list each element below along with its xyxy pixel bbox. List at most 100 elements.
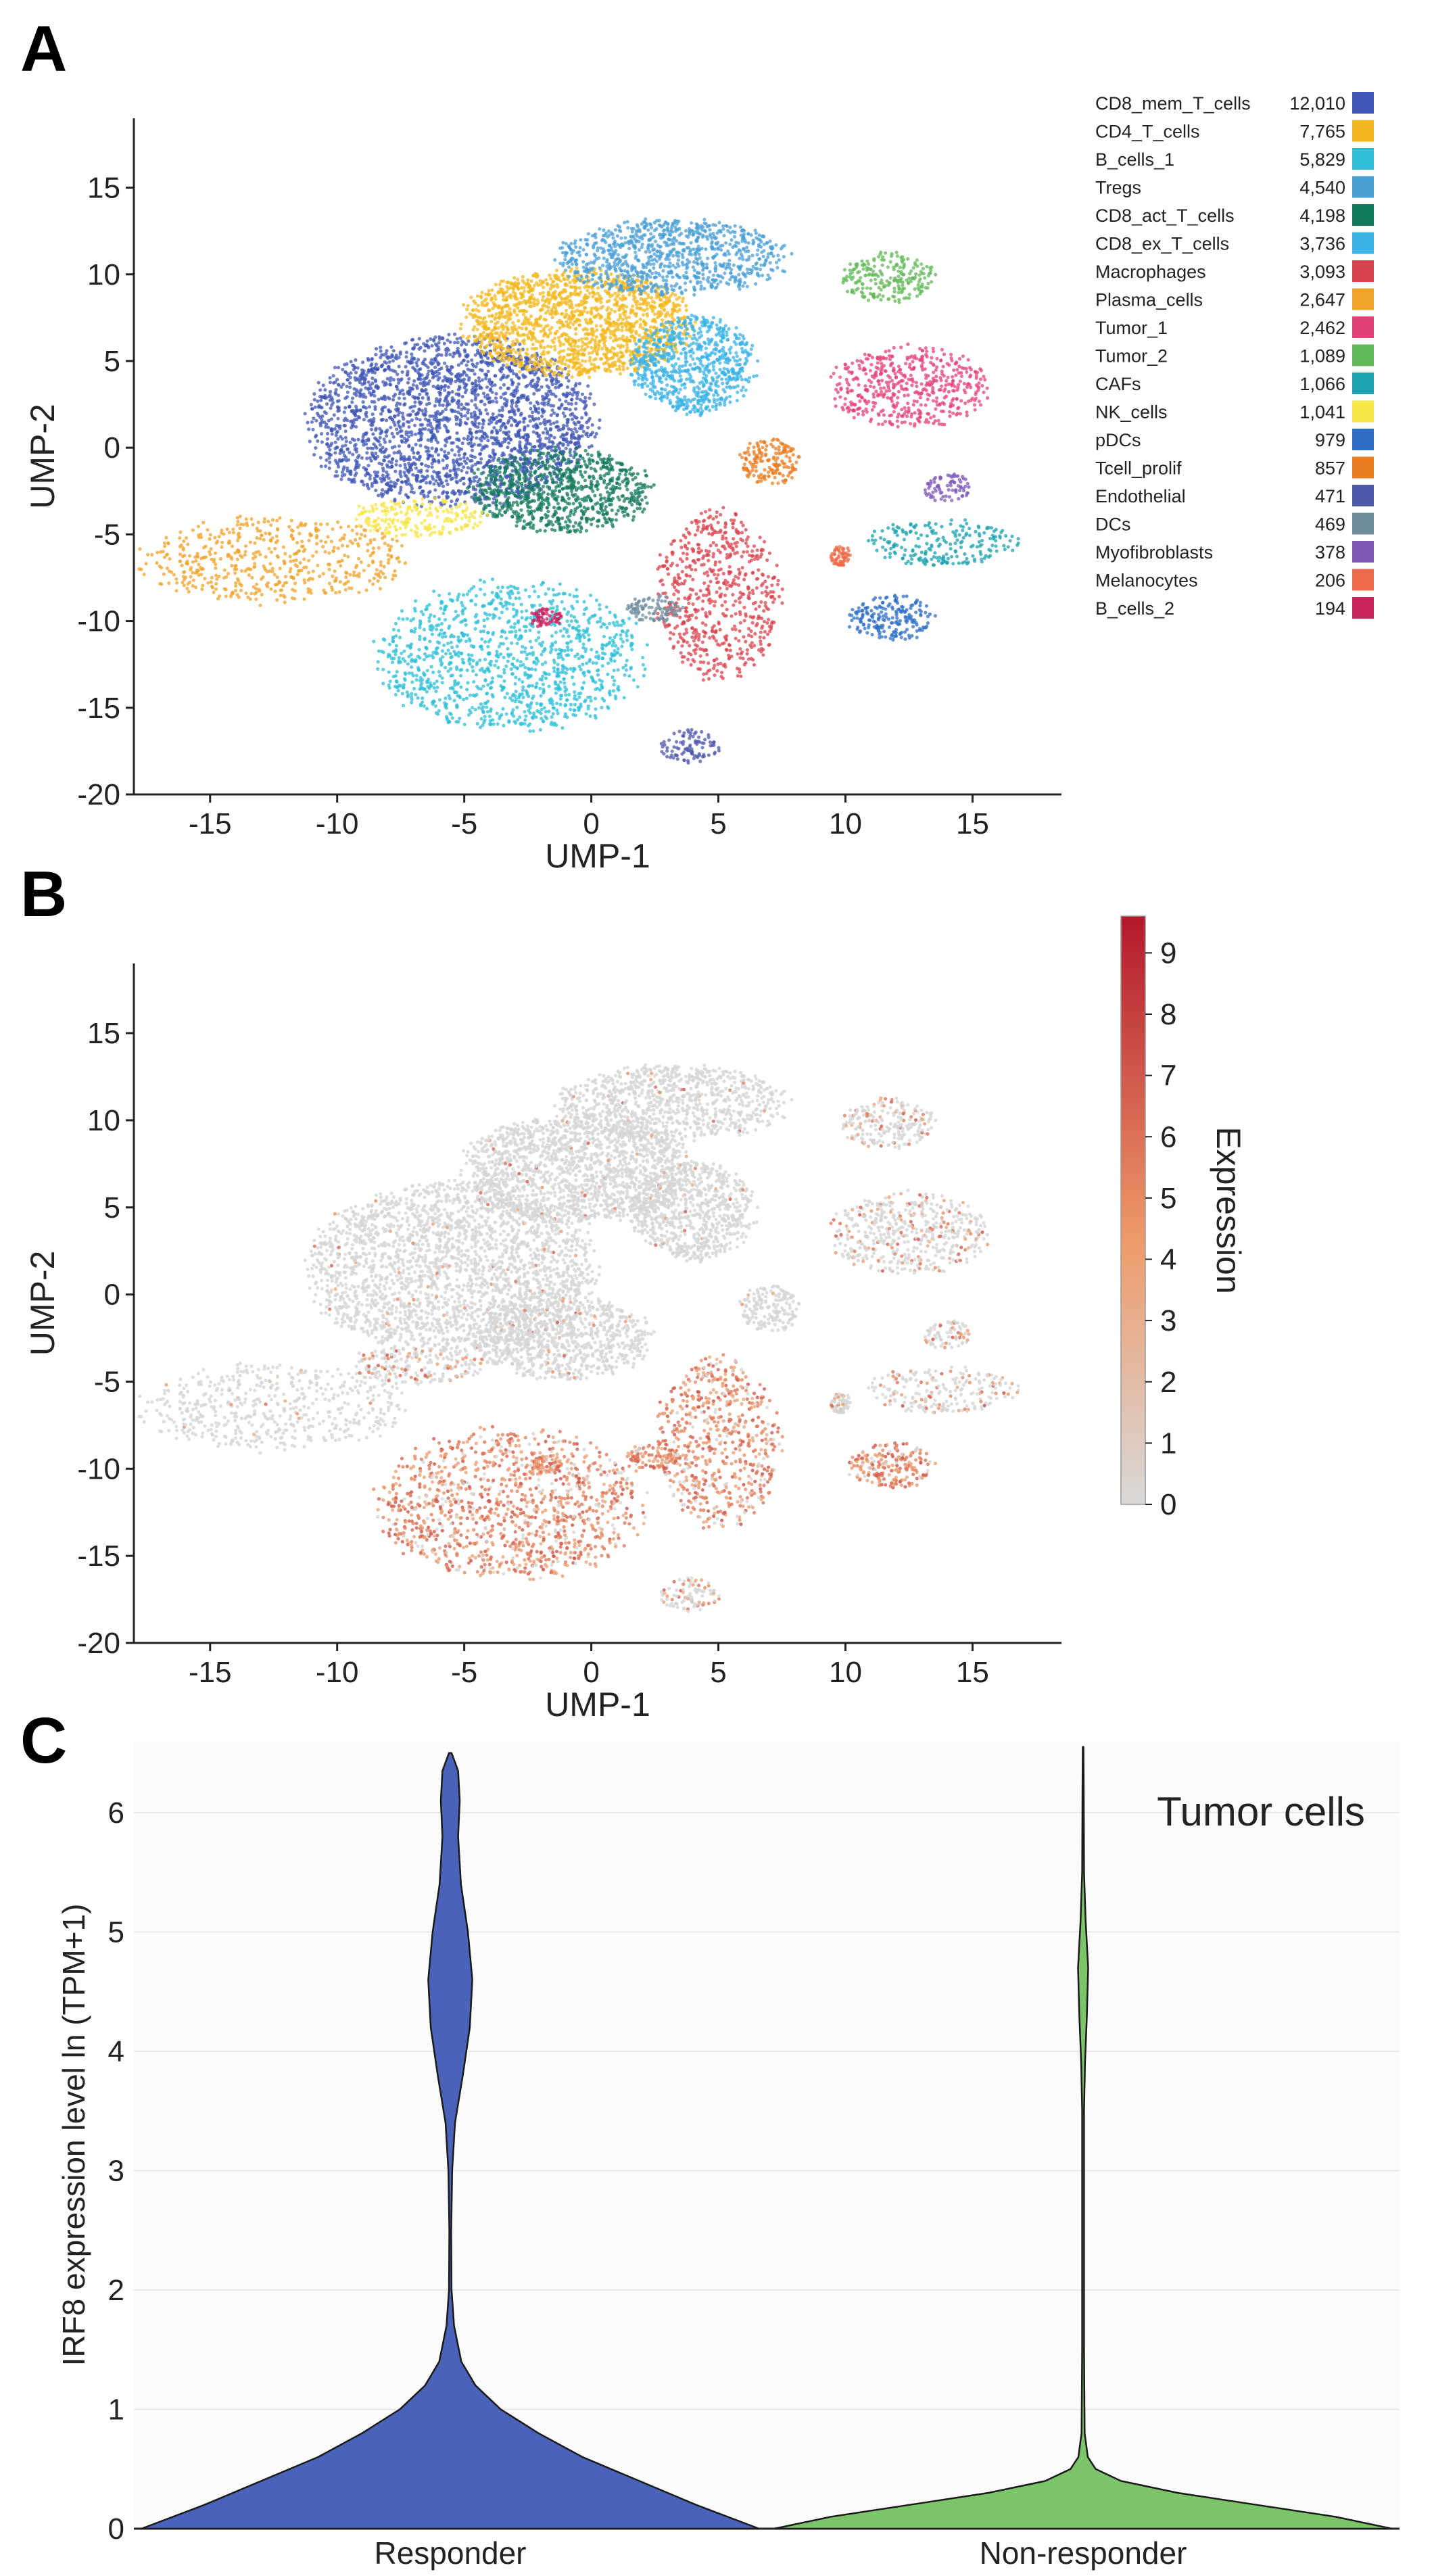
cluster-point [550,383,554,387]
cluster-point [479,400,483,404]
cluster-point [469,441,473,445]
cluster-point [588,392,593,396]
cluster-point [343,424,347,428]
cluster-point [567,317,571,321]
cluster-point [389,484,393,489]
cluster-point [483,640,487,644]
cluster-point [316,399,320,404]
cluster-point [659,306,663,310]
cluster-point [593,613,597,617]
cluster-point [519,292,524,297]
cluster-point [615,295,619,299]
cluster-point [579,427,584,431]
cluster-point [556,457,560,461]
cluster-point [339,477,343,481]
cluster-point [529,701,533,705]
cluster-point [354,371,358,375]
cluster-point [374,451,378,456]
cluster-point [523,646,527,650]
cluster-point [587,351,592,355]
cluster-point [511,320,515,325]
cluster-point [570,417,575,421]
cluster-point [596,669,600,673]
cluster-point [464,639,469,644]
cluster-point [550,316,554,320]
cluster-point [418,392,422,396]
cluster-point [351,363,355,367]
cluster-point [427,616,431,620]
cluster-point [556,360,560,364]
cluster-point [312,453,316,457]
cluster-point [371,389,376,393]
cluster-point [323,387,327,392]
cluster-point [457,489,461,493]
cluster-point [552,659,556,663]
cluster-point [492,416,496,420]
cluster-point [462,459,467,463]
cluster-point [436,453,441,457]
cluster-point [606,672,610,677]
cluster-point [486,439,490,443]
cluster-point [481,684,485,688]
cluster-point [561,323,565,327]
cluster-point [546,309,550,313]
cluster-point [548,287,552,291]
cluster-point [642,301,646,306]
cluster-point [428,454,432,458]
cluster-point [483,670,487,674]
cluster-point [443,388,447,392]
cluster-point [393,621,398,626]
cluster-point [339,448,343,452]
cluster-point [538,444,542,448]
cluster-point [486,293,490,297]
cluster-point [426,396,431,400]
cluster-point [420,408,425,413]
cluster-point [572,594,576,598]
cluster-point [535,339,539,343]
cluster-point [537,439,542,443]
cluster-point [552,392,556,396]
cluster-point [684,304,688,308]
cluster-point [560,726,565,730]
cluster-point [496,665,500,670]
cluster-point [533,667,537,672]
cluster-point [550,312,554,316]
cluster-point [493,437,497,442]
cluster-point [479,368,483,372]
cluster-point [541,368,545,373]
cluster-point [353,412,357,416]
cluster-point [518,628,522,632]
cluster-point [518,428,522,433]
cluster-point [566,353,570,357]
cluster-point [523,650,527,654]
cluster-point [606,316,611,320]
cluster-point [550,634,554,638]
cluster-point [506,446,510,450]
cluster-point [485,412,489,416]
cluster-point [460,339,464,343]
cluster-point [555,420,559,424]
cluster-point [504,603,508,607]
cluster-point [473,627,477,631]
cluster-point [563,277,567,282]
cluster-point [499,652,503,657]
cluster-point [555,329,559,333]
cluster-point [353,365,357,370]
cluster-point [512,446,517,450]
cluster-point [490,288,494,292]
cluster-point [519,650,524,654]
cluster-point [433,371,438,375]
cluster-point [437,337,441,341]
cluster-point [599,324,603,328]
cluster-point [644,321,648,325]
cluster-point [396,478,400,483]
cluster-point [473,602,478,606]
cluster-point [475,294,480,298]
cluster-point [425,376,429,381]
cluster-point [493,326,497,330]
cluster-point [567,379,571,383]
cluster-point [517,450,521,454]
cluster-point [636,300,640,304]
cluster-point [511,602,515,606]
cluster-point [387,670,391,674]
